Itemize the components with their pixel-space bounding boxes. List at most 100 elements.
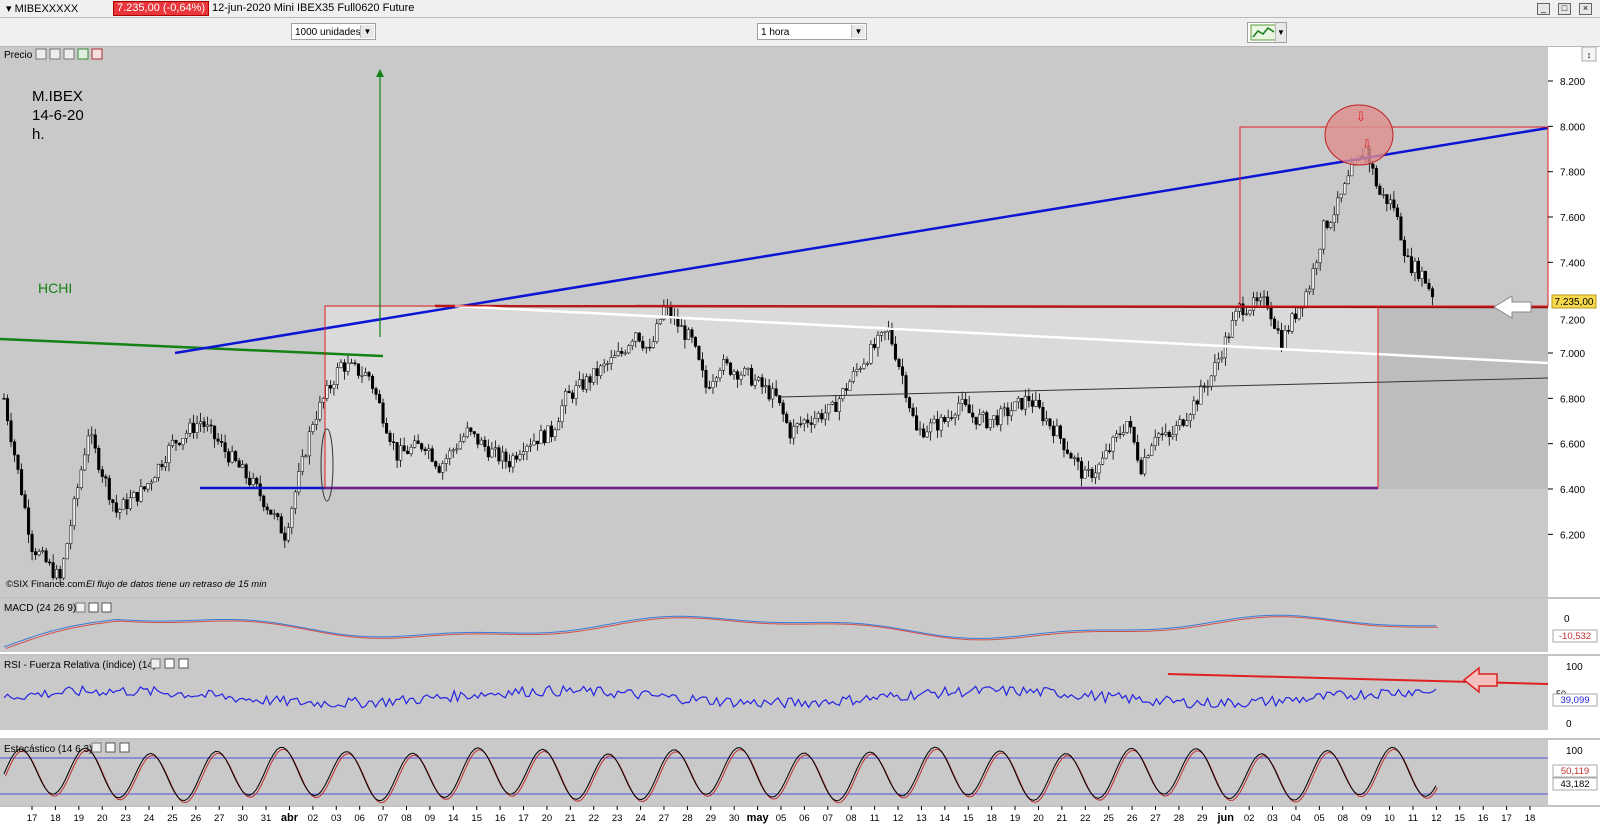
- candle-body: [269, 509, 273, 515]
- candle-body: [546, 425, 550, 444]
- close-icon[interactable]: [101, 602, 112, 613]
- candle-body: [978, 414, 982, 425]
- candle-body: [556, 421, 561, 431]
- candle-body: [785, 413, 789, 423]
- symbol-selector[interactable]: ▾ MIBEXXXXX: [6, 3, 79, 15]
- black-trendline[interactable]: [779, 377, 1549, 398]
- candle-body: [985, 412, 989, 429]
- candle-body: [876, 335, 880, 348]
- rsi-series: [3, 684, 1437, 709]
- candle-body: [1157, 433, 1161, 438]
- units-select[interactable]: 1000 unidades ▼: [291, 23, 376, 40]
- candle-body: [820, 413, 824, 420]
- candle-body: [1101, 457, 1105, 465]
- price-tick-label: 6.600: [1560, 440, 1585, 451]
- candle-body: [55, 569, 59, 579]
- minimize-icon[interactable]: _: [1537, 3, 1550, 15]
- candle-body: [1406, 255, 1410, 257]
- wrench-icon[interactable]: [75, 602, 86, 613]
- candle-body: [328, 385, 332, 389]
- maximize-icon[interactable]: [105, 742, 116, 753]
- candle-body: [1013, 401, 1017, 412]
- price-tick-label: 7.600: [1560, 213, 1585, 224]
- instrument-description: 12-jun-2020 Mini IBEX35 Full0620 Future: [212, 2, 415, 14]
- stoch-k-line: [3, 746, 1437, 802]
- candle-body: [679, 325, 683, 327]
- white-trendline[interactable]: [454, 304, 1549, 365]
- candle-body: [216, 438, 220, 442]
- x-tick-label: 15: [471, 813, 482, 824]
- chevron-down-icon[interactable]: ▼: [1275, 23, 1286, 42]
- price-tick-label: 6.800: [1560, 394, 1585, 405]
- candle-body: [1420, 270, 1424, 279]
- candle-body: [339, 362, 343, 368]
- stoch-d-line: [5, 748, 1438, 804]
- candle-body: [1297, 307, 1301, 320]
- add-icon[interactable]: [63, 48, 75, 60]
- candle-body: [65, 543, 69, 560]
- candle-body: [1304, 291, 1308, 307]
- x-tick-label: 08: [846, 813, 857, 824]
- candle-body: [995, 415, 999, 426]
- candle-body: [1118, 433, 1122, 436]
- candle-body: [1002, 407, 1006, 410]
- candle-body: [900, 366, 905, 376]
- candle-body: [862, 363, 866, 369]
- maximize-icon[interactable]: [88, 602, 99, 613]
- stoch-series: [3, 746, 1438, 804]
- wrench-icon[interactable]: [35, 48, 47, 60]
- low-ellipse[interactable]: [320, 428, 334, 502]
- interval-select[interactable]: 1 hora ▼: [757, 23, 867, 40]
- x-tick-label: 13: [916, 813, 927, 824]
- close-icon[interactable]: [178, 658, 189, 669]
- candle-body: [402, 445, 406, 452]
- candle-body: [753, 379, 757, 386]
- upper-trendline[interactable]: [174, 126, 1549, 355]
- close-icon[interactable]: [49, 48, 61, 60]
- candle-body: [1318, 248, 1322, 264]
- candle-body: [1153, 437, 1157, 447]
- rsi-axis-0: 0: [1566, 719, 1572, 730]
- x-tick-label: 02: [1244, 813, 1255, 824]
- candle-body: [827, 403, 831, 414]
- candle-body: [1339, 193, 1343, 199]
- candle-body: [297, 471, 301, 493]
- chevron-down-icon[interactable]: ▼: [360, 25, 374, 38]
- axis-settings-button[interactable]: [1581, 47, 1597, 62]
- candle-body: [69, 525, 73, 544]
- rsi-line: [3, 684, 1437, 709]
- maximize-icon[interactable]: □: [1558, 3, 1571, 15]
- candle-body: [342, 362, 347, 372]
- candle-body: [1062, 438, 1066, 451]
- wrench-icon[interactable]: [91, 742, 102, 753]
- x-tick-label: 08: [401, 813, 412, 824]
- close-icon[interactable]: [119, 742, 130, 753]
- red-range-rect[interactable]: [324, 305, 1379, 489]
- candle-body: [409, 447, 413, 455]
- chart-type-button[interactable]: ▼: [1247, 22, 1287, 43]
- candle-body: [1374, 168, 1378, 187]
- candle-body: [767, 385, 771, 400]
- wrench-icon[interactable]: [150, 658, 161, 669]
- top-ellipse[interactable]: [1324, 104, 1394, 166]
- candle-body: [209, 424, 213, 427]
- candle-body: [644, 346, 648, 349]
- candle-body: [272, 513, 276, 515]
- close-icon[interactable]: ×: [1579, 3, 1592, 15]
- maximize-icon[interactable]: [164, 658, 175, 669]
- candle-body: [823, 412, 827, 420]
- candle-body: [307, 431, 311, 457]
- candle-body: [872, 344, 876, 348]
- x-tick-label: 18: [50, 813, 61, 824]
- chevron-down-icon[interactable]: ▼: [851, 25, 865, 38]
- export-icon[interactable]: [77, 48, 89, 60]
- remove-icon[interactable]: [91, 48, 103, 60]
- x-tick-label: abr: [281, 812, 299, 824]
- candle-body: [90, 434, 94, 437]
- candle-body: [1016, 397, 1020, 403]
- hchi-neckline[interactable]: [0, 337, 384, 358]
- candle-body: [683, 325, 687, 340]
- candle-body: [609, 357, 613, 364]
- candle-body: [1265, 296, 1270, 309]
- candle-body: [623, 352, 627, 355]
